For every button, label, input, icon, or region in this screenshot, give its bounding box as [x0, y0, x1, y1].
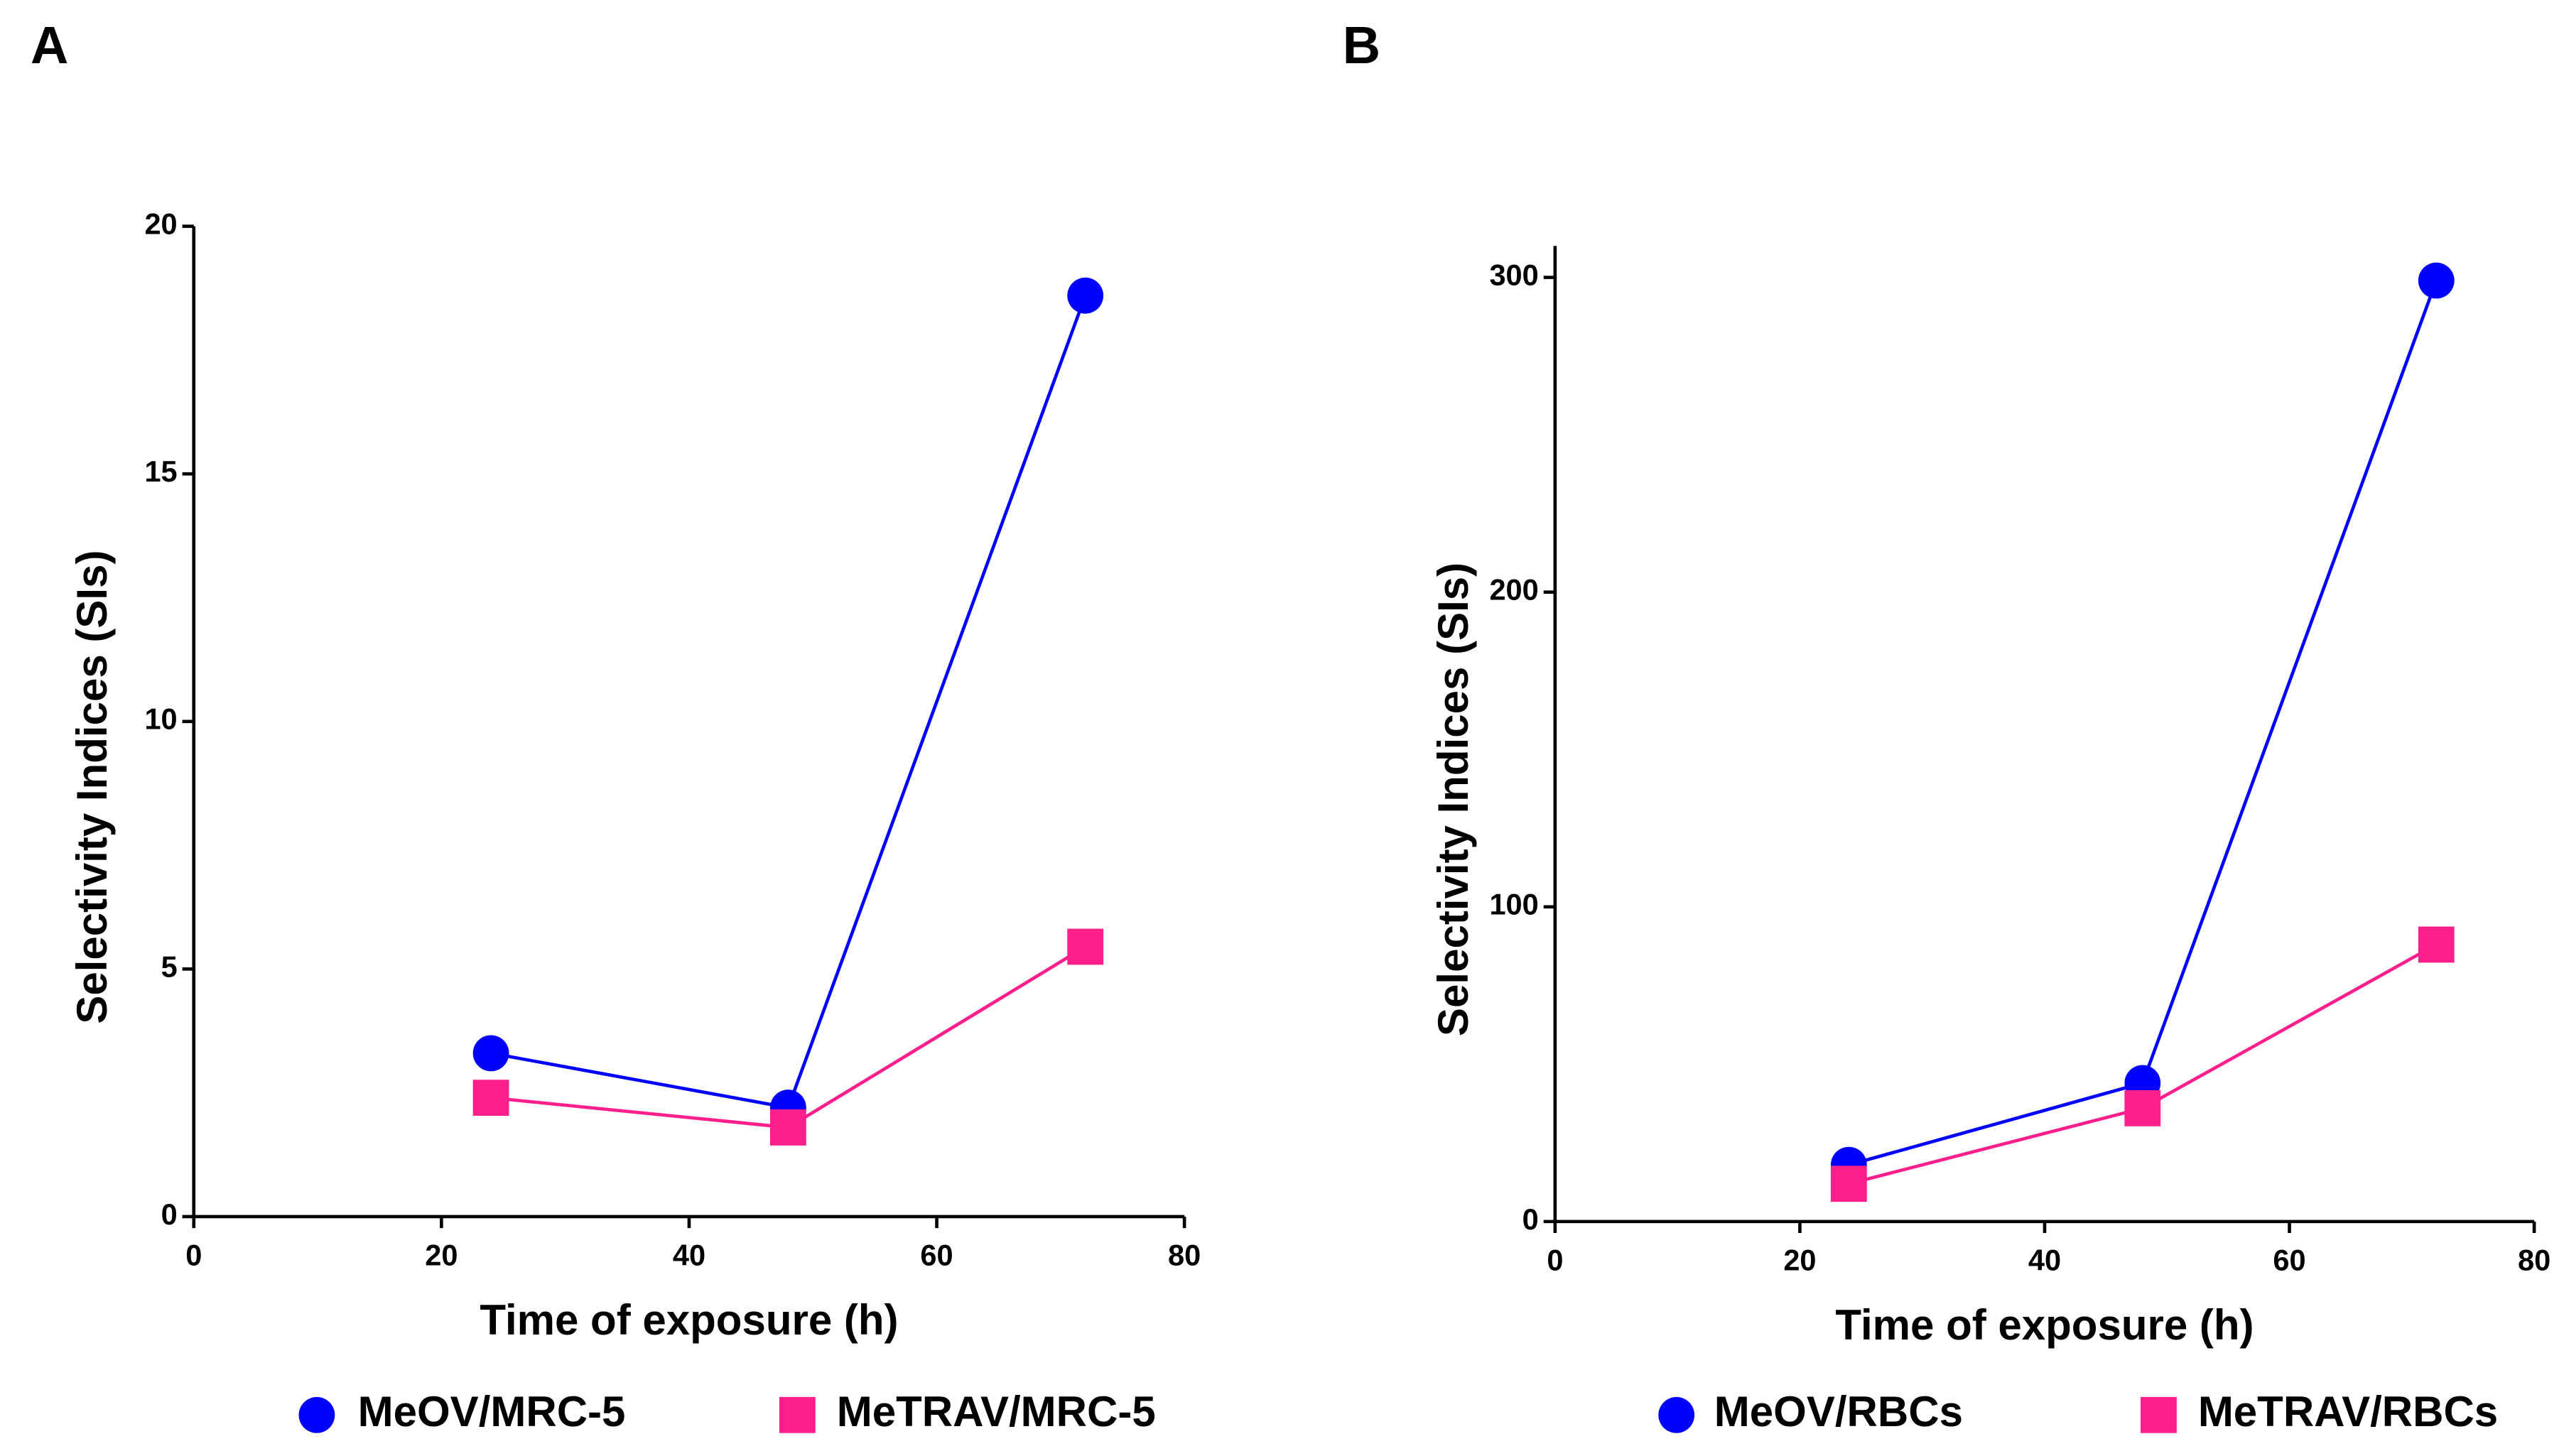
legend-label: MeOV/RBCs: [1714, 1388, 1963, 1435]
y-tick-label: 0: [161, 1197, 178, 1231]
legend-label: MeTRAV/MRC-5: [837, 1388, 1156, 1435]
x-tick-label: 0: [185, 1239, 202, 1272]
series-line: [1848, 280, 2438, 1167]
legend-label: MeTRAV/RBCs: [2198, 1388, 2498, 1435]
panel-label: A: [31, 16, 68, 75]
legend-marker: [1658, 1396, 1695, 1433]
y-tick-label: 0: [1522, 1202, 1539, 1236]
x-tick-label: 60: [920, 1239, 953, 1272]
y-tick-label: 100: [1489, 888, 1538, 921]
legend-label: MeOV/MRC-5: [358, 1388, 626, 1435]
data-point: [769, 1109, 806, 1146]
data-point: [2124, 1090, 2161, 1126]
x-tick-label: 20: [1783, 1244, 1816, 1277]
y-tick-label: 300: [1489, 259, 1538, 292]
x-tick-label: 0: [1547, 1244, 1563, 1277]
x-tick-label: 20: [425, 1239, 458, 1272]
data-point: [2418, 926, 2455, 963]
y-axis-title: Selectivity Indices (SIs): [68, 550, 116, 1024]
x-axis-title: Time of exposure (h): [1835, 1301, 2254, 1349]
y-tick-label: 200: [1489, 573, 1538, 607]
y-tick-label: 15: [144, 455, 177, 488]
data-point: [1067, 277, 1104, 314]
y-tick-label: 10: [144, 702, 177, 736]
data-point: [1067, 928, 1104, 965]
data-point: [472, 1080, 509, 1117]
data-point: [1830, 1166, 1867, 1202]
x-tick-label: 40: [673, 1239, 705, 1272]
series-line: [1848, 942, 2438, 1185]
legend-marker: [779, 1396, 816, 1433]
panel-label: B: [1343, 16, 1380, 75]
legend-marker: [2141, 1396, 2177, 1433]
y-tick-label: 5: [161, 950, 178, 983]
data-point: [472, 1035, 509, 1072]
x-tick-label: 40: [2028, 1244, 2061, 1277]
data-point: [2418, 262, 2455, 299]
x-tick-label: 60: [2273, 1244, 2305, 1277]
x-tick-label: 80: [2518, 1244, 2551, 1277]
legend-marker: [298, 1396, 335, 1433]
y-tick-label: 20: [144, 207, 177, 241]
x-tick-label: 80: [1168, 1239, 1201, 1272]
series-line: [490, 295, 1087, 1110]
y-axis-title: Selectivity Indices (SIs): [1429, 563, 1477, 1036]
x-axis-title: Time of exposure (h): [480, 1296, 898, 1344]
